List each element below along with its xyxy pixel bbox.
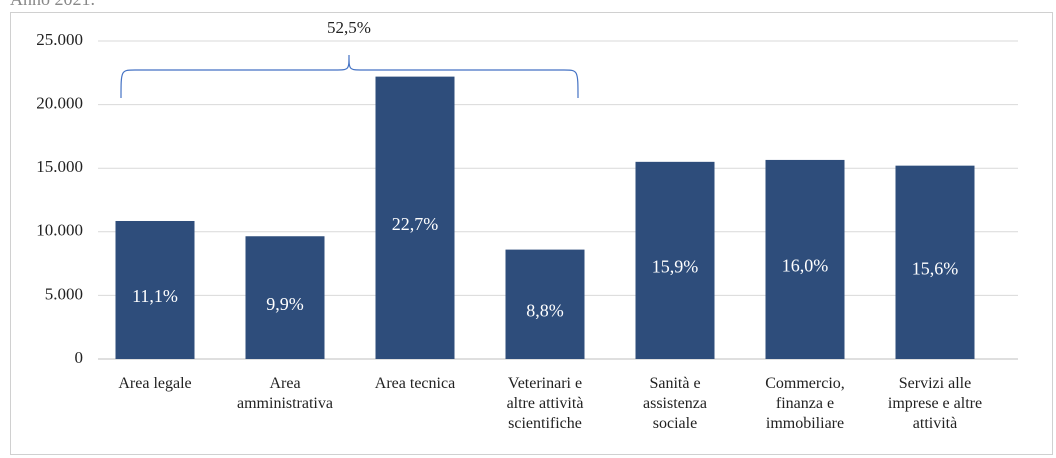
data-label: 22,7% [392, 214, 439, 234]
bar [635, 161, 715, 359]
bracket [120, 54, 579, 99]
y-tick-label: 20.000 [36, 94, 83, 113]
bar [765, 159, 845, 359]
subtitle: Anno 2021. [10, 0, 95, 10]
x-tick-label: Area amministrativa [237, 375, 333, 412]
data-label: 16,0% [782, 256, 829, 276]
y-tick-label: 15.000 [36, 157, 83, 176]
data-label: 11,1% [132, 286, 178, 306]
y-tick-label: 25.000 [36, 30, 83, 49]
x-tick-label: Veterinari e altre attività scientifiche [506, 375, 584, 432]
bar [375, 76, 455, 359]
data-label: 15,6% [912, 258, 959, 278]
bar [115, 220, 195, 359]
y-tick-label: 10.000 [36, 221, 83, 240]
y-tick-label: 5.000 [45, 284, 83, 303]
y-tick-label: 0 [75, 348, 84, 367]
data-label: 15,9% [652, 257, 699, 277]
x-tick-label: Area tecnica [374, 375, 456, 392]
bar [245, 236, 325, 359]
bar [505, 249, 585, 359]
bar [895, 165, 975, 359]
x-tick-label: Servizi alle imprese e altre attività [887, 375, 983, 432]
data-label: 9,9% [266, 294, 304, 314]
x-tick-label: Commercio, finanza e immobiliare [765, 375, 845, 432]
bracket-label: 52,5% [327, 18, 371, 37]
data-label: 8,8% [526, 300, 564, 320]
chart-frame [10, 12, 1053, 455]
x-tick-label: Sanità e assistenza sociale [643, 375, 707, 432]
x-tick-label: Area legale [118, 375, 192, 392]
